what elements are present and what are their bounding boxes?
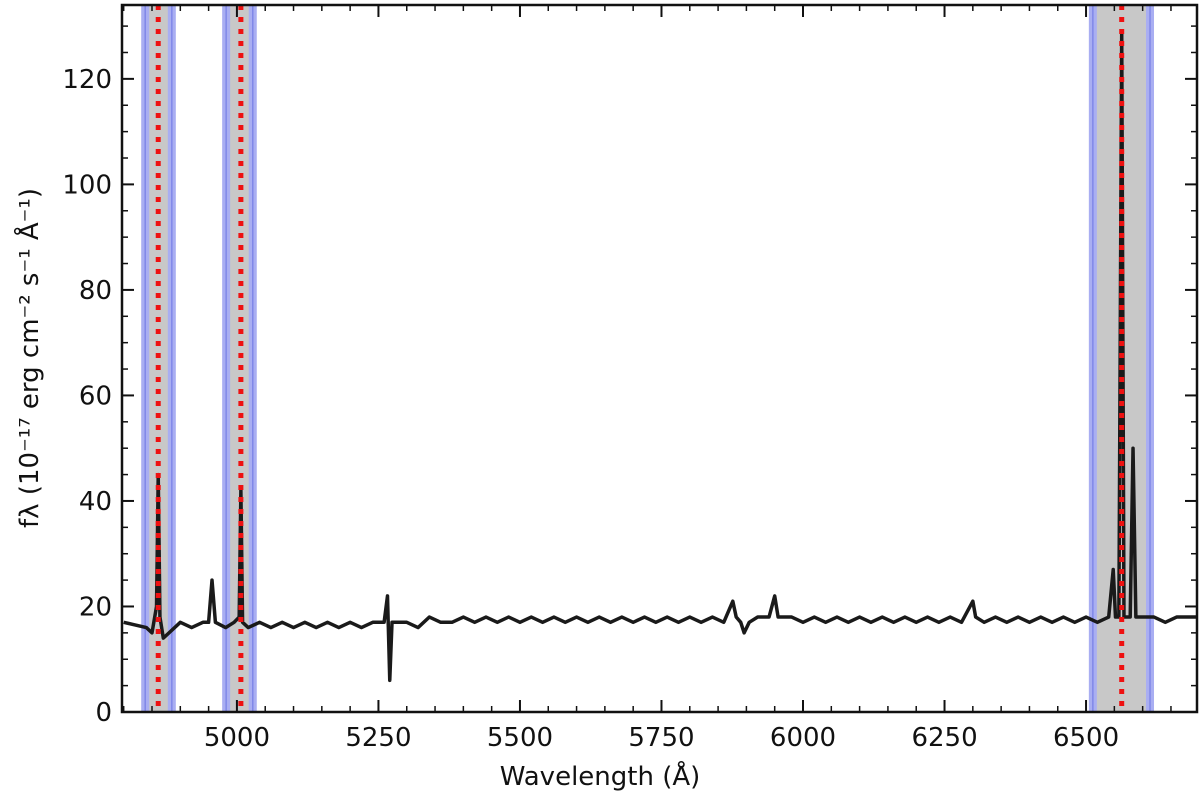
y-tick-label: 40 (79, 487, 112, 517)
series-group (123, 29, 1197, 683)
y-tick-label: 20 (79, 592, 112, 622)
x-tick-label: 5000 (204, 723, 270, 753)
x-axis-label: Wavelength (Å) (500, 760, 701, 792)
plot-frame (120, 3, 1199, 714)
x-tick-label: 5500 (487, 723, 553, 753)
y-tick-label: 120 (62, 65, 112, 95)
x-tick-label: 6500 (1053, 723, 1119, 753)
x-tick-label: 6000 (770, 723, 836, 753)
x-tick-label: 5750 (628, 723, 694, 753)
x-tick-label: 6250 (911, 723, 977, 753)
y-axis-label: fλ (10⁻¹⁷ erg cm⁻² s⁻¹ Å⁻¹) (13, 188, 45, 528)
spectrum-line (123, 29, 1197, 683)
x-tick-label: 5250 (345, 723, 411, 753)
y-tick-label: 100 (62, 170, 112, 200)
y-tick-label: 0 (95, 698, 112, 728)
y-tick-label: 80 (79, 276, 112, 306)
y-tick-label: 60 (79, 381, 112, 411)
